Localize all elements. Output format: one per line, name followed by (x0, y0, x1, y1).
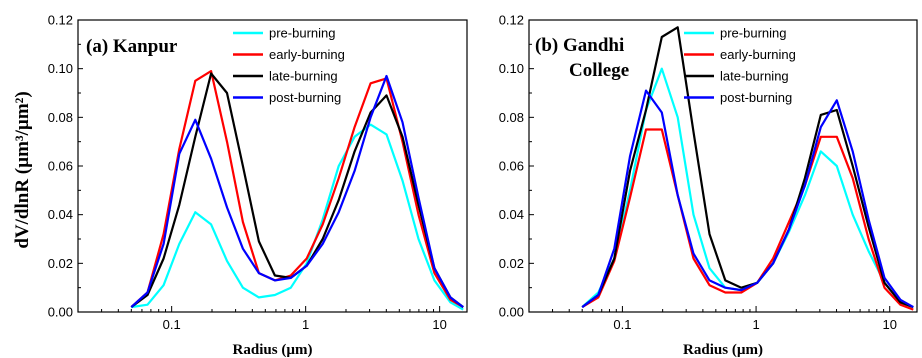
y-tick-label: 0.04 (499, 207, 524, 222)
y-tick-label: 0.12 (499, 13, 524, 28)
x-axis-title: Radius (µm) (233, 342, 313, 358)
legend: pre-burning early-burning late-burning post… (684, 26, 796, 105)
y-axis-title-group: dV/dlnR (µm³/µm²) (12, 91, 33, 248)
x-tick-label: 10 (882, 317, 896, 332)
legend-label-early-burning: early-burning (269, 47, 345, 62)
series-line-early-burning (130, 69, 464, 309)
y-tick-label: 0.12 (48, 13, 73, 28)
legend-label-pre-burning: pre-burning (720, 26, 787, 41)
series-line-post-burning (581, 89, 914, 309)
x-tick-label: 1 (752, 317, 759, 332)
y-tick-label: 0.00 (48, 305, 73, 320)
panel-label-line: College (569, 60, 629, 81)
y-axis-title: dV/dlnR (µm³/µm²) (12, 91, 33, 248)
legend-label-post-burning: post-burning (269, 90, 341, 105)
y-tick-label: 0.10 (499, 61, 524, 76)
legend-label-post-burning: post-burning (720, 90, 792, 105)
panel-label: (a) Kanpur (86, 36, 178, 57)
panel-gandhi-college: 0.00 0.02 0.04 0.06 0.08 0.10 0.12 0.1 1 10 Radius… (499, 13, 918, 358)
y-tick-label: 0.04 (48, 207, 73, 222)
x-tick-label: 1 (302, 317, 309, 332)
y-tick-label: 0.10 (48, 61, 73, 76)
legend-label-late-burning: late-burning (720, 69, 789, 84)
panel-label-line: (b) Gandhi (535, 35, 624, 56)
y-tick-label: 0.02 (499, 256, 524, 271)
x-tick-label: 0.1 (613, 317, 631, 332)
y-tick-label: 0.06 (48, 159, 73, 174)
y-tick-label: 0.00 (499, 305, 524, 320)
legend-label-late-burning: late-burning (269, 69, 338, 84)
legend: pre-burning early-burning late-burning post… (233, 26, 345, 105)
series-line-post-burning (130, 74, 464, 308)
y-tick-label: 0.08 (499, 110, 524, 125)
y-tick-label: 0.08 (48, 110, 73, 125)
y-tick-label: 0.02 (48, 256, 73, 271)
legend-label-pre-burning: pre-burning (269, 26, 336, 41)
series-line-early-burning (581, 128, 914, 311)
series-lines (130, 69, 464, 311)
y-tick-label: 0.06 (499, 159, 524, 174)
series-line-pre-burning (131, 123, 464, 311)
legend-label-early-burning: early-burning (720, 47, 796, 62)
x-tick-label: 0.1 (163, 317, 181, 332)
x-tick-label: 10 (432, 317, 446, 332)
series-lines (581, 26, 914, 311)
panel-kanpur: 0.00 0.02 0.04 0.06 0.08 0.10 0.12 0.1 1 10 Radius… (48, 13, 468, 358)
x-axis-title: Radius (µm) (683, 342, 763, 358)
